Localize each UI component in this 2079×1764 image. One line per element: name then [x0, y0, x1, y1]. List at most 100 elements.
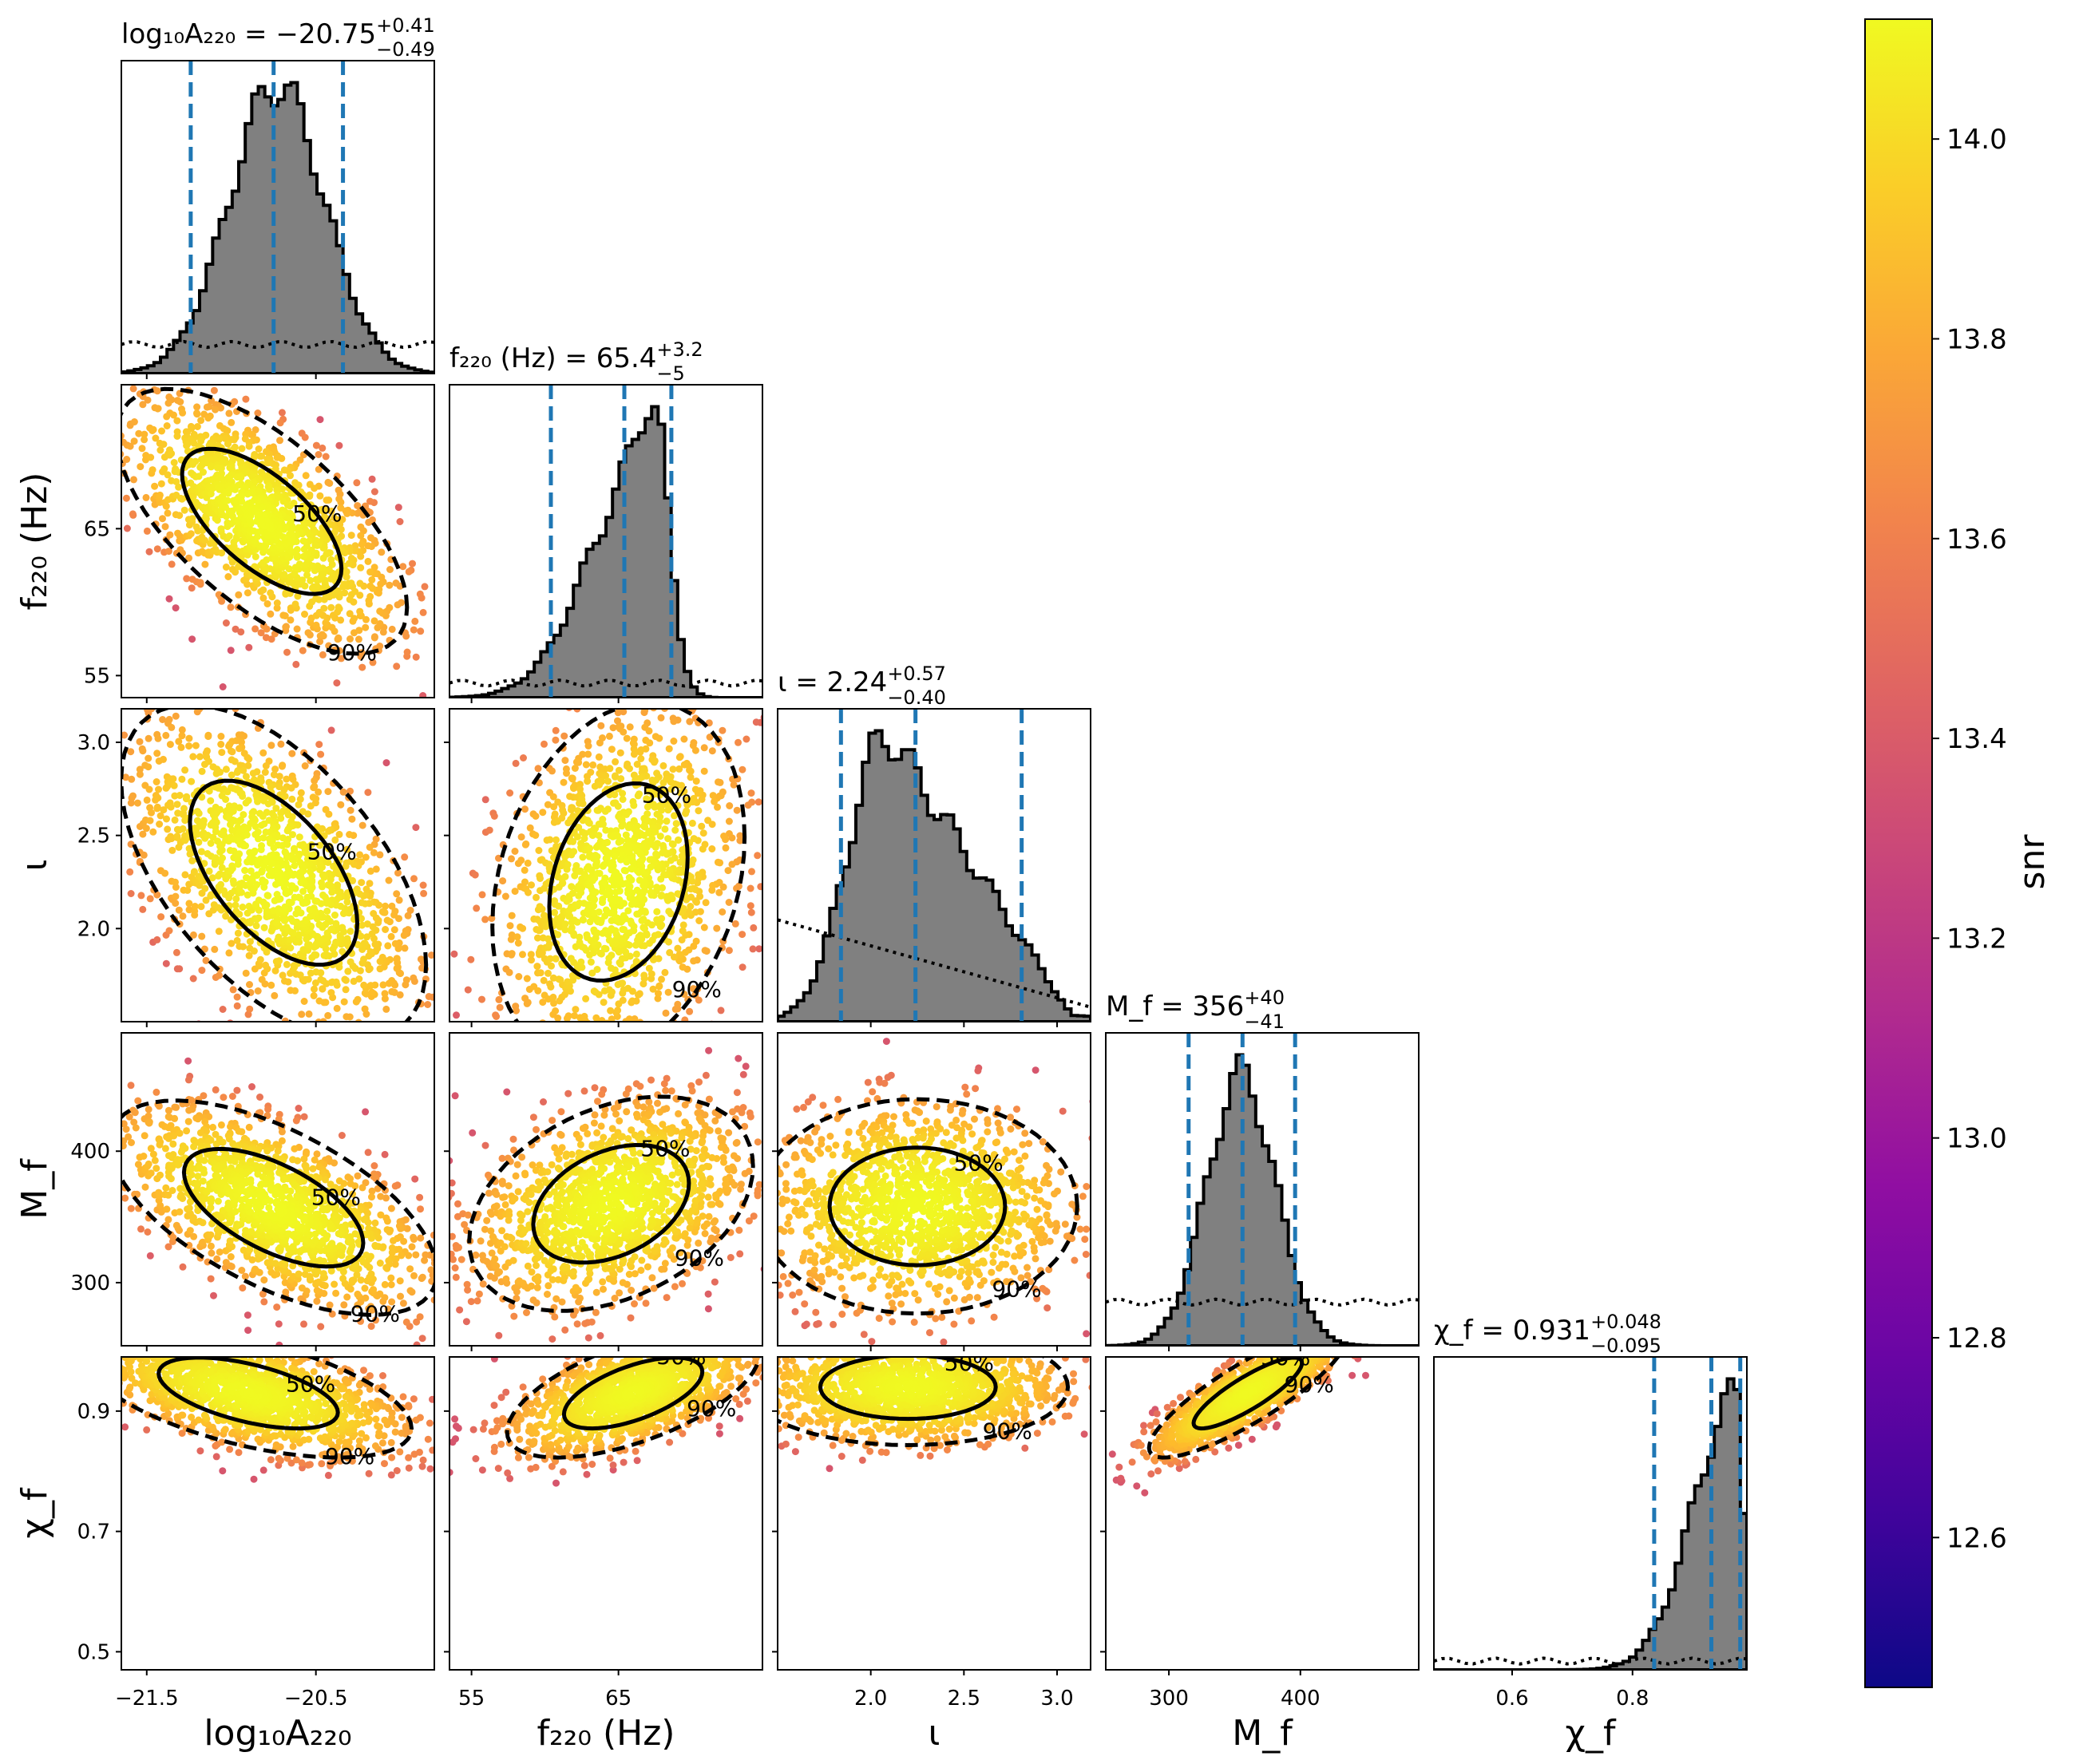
sample-point	[174, 529, 182, 537]
sample-point	[324, 881, 332, 889]
sample-point	[576, 933, 584, 941]
sample-point	[608, 916, 616, 924]
sample-point	[204, 733, 212, 741]
sample-point	[167, 803, 175, 811]
sample-point	[156, 491, 164, 499]
sample-point	[343, 509, 351, 517]
sample-point	[227, 821, 234, 829]
sample-point	[180, 506, 188, 514]
sample-point	[224, 489, 232, 497]
sample-point	[101, 1113, 109, 1121]
sample-point	[748, 868, 755, 876]
sample-point	[239, 690, 246, 697]
sample-point	[253, 880, 261, 888]
sample-point	[682, 809, 690, 817]
sample-point	[236, 745, 243, 753]
sample-point	[688, 819, 696, 827]
sample-point	[91, 422, 98, 429]
sample-point	[172, 878, 179, 886]
sample-point	[311, 979, 319, 987]
sample-point	[367, 1270, 375, 1278]
sample-point	[381, 1280, 389, 1288]
sample-point	[131, 1109, 139, 1117]
sample-point	[636, 748, 644, 756]
sample-point	[332, 938, 340, 946]
sample-point	[709, 881, 717, 889]
sample-point	[339, 583, 346, 591]
sample-point	[695, 917, 703, 924]
sample-point	[595, 908, 603, 916]
sample-point	[245, 643, 253, 651]
sample-point	[561, 1046, 568, 1053]
sample-point	[241, 1272, 249, 1280]
sample-point	[338, 1132, 346, 1139]
sample-point	[602, 772, 610, 780]
sample-point	[181, 766, 189, 774]
sample-point	[521, 1255, 529, 1262]
sample-point	[269, 868, 277, 876]
sample-point	[208, 874, 216, 882]
sample-point	[413, 1341, 421, 1346]
sample-point	[615, 838, 623, 846]
sample-point	[184, 429, 191, 437]
sample-point	[310, 992, 318, 999]
sample-point	[302, 849, 310, 857]
sample-point	[459, 656, 466, 663]
contour-90pct	[121, 709, 429, 1022]
sample-point	[742, 735, 750, 743]
sample-point	[323, 496, 331, 504]
sample-point	[192, 457, 200, 465]
sample-point	[636, 990, 644, 998]
sample-point	[425, 993, 433, 1000]
sample-point	[473, 1010, 481, 1017]
sample-point	[136, 738, 144, 746]
sample-point	[330, 862, 338, 870]
sample-point	[663, 1049, 670, 1056]
sample-point	[190, 1143, 198, 1151]
sample-point	[282, 1288, 290, 1296]
sample-point	[302, 472, 310, 480]
sample-point	[556, 976, 564, 983]
sample-point	[319, 985, 327, 993]
sample-point	[343, 573, 350, 581]
sample-point	[573, 918, 581, 926]
sample-point	[151, 1157, 159, 1165]
sample-point	[312, 621, 320, 629]
sample-point	[506, 922, 514, 930]
sample-point	[110, 1161, 117, 1169]
sample-point	[676, 789, 684, 797]
sample-point	[267, 589, 275, 597]
sample-point	[139, 905, 147, 913]
sample-point	[364, 542, 372, 550]
sample-point	[275, 773, 283, 781]
contour-label: 90%	[672, 976, 722, 1003]
sample-point	[686, 1007, 694, 1015]
sample-point	[87, 1102, 94, 1109]
sample-point	[299, 537, 307, 545]
sample-point	[537, 875, 544, 882]
sample-point	[600, 1024, 608, 1031]
sample-point	[457, 984, 464, 991]
sample-point	[544, 969, 552, 977]
sample-point	[626, 765, 633, 773]
sample-point	[384, 942, 392, 950]
sample-point	[168, 560, 176, 568]
sample-point	[366, 1050, 373, 1057]
sample-point	[640, 924, 647, 931]
sample-point	[362, 1252, 370, 1259]
sample-point	[224, 788, 232, 796]
sample-point	[377, 1023, 384, 1030]
sample-point	[248, 1083, 255, 1090]
sample-point	[337, 525, 345, 533]
sample-point	[623, 810, 631, 818]
sample-point	[224, 573, 232, 580]
sample-point	[573, 709, 581, 713]
sample-point	[388, 1298, 396, 1306]
sample-point	[121, 731, 129, 739]
sample-point	[162, 731, 170, 739]
sample-point	[608, 1015, 616, 1022]
sample-point	[62, 390, 69, 397]
sample-point	[337, 801, 345, 809]
sample-point	[172, 892, 180, 900]
sample-point	[591, 896, 599, 904]
